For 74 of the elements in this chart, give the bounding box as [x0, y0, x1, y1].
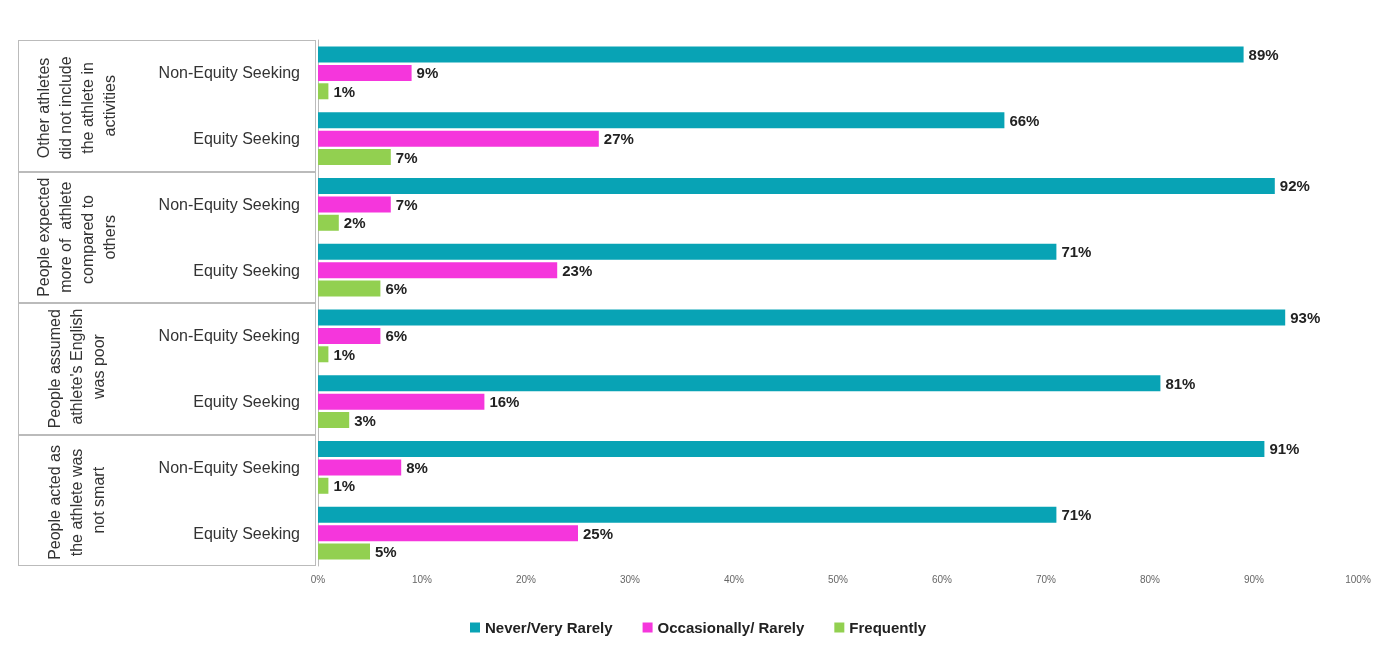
- x-tick-label: 70%: [1035, 573, 1057, 585]
- data-label: 3%: [354, 411, 376, 429]
- x-tick-label: 0%: [310, 573, 326, 585]
- data-label: 71%: [1061, 506, 1092, 524]
- data-label: 16%: [489, 393, 520, 411]
- legend-label: Frequently: [849, 619, 927, 636]
- bar: [318, 412, 350, 429]
- data-label: 6%: [385, 280, 408, 298]
- y-tick-label: Equity Seeking: [193, 261, 300, 279]
- bar: [318, 477, 329, 494]
- data-label: 81%: [1165, 374, 1196, 392]
- data-label: 8%: [406, 458, 428, 476]
- bar: [318, 243, 1057, 260]
- bar: [318, 64, 412, 81]
- y-tick-label: Equity Seeking: [193, 393, 300, 411]
- data-label: 9%: [416, 64, 439, 82]
- text: People expected more of athlete compared to others: [34, 177, 118, 298]
- text: Other athletes did not include the athlete in activities: [34, 51, 118, 160]
- bar: [318, 525, 578, 542]
- bar: [318, 459, 402, 476]
- data-label: 89%: [1248, 45, 1279, 63]
- bar: [318, 346, 329, 363]
- data-label: 1%: [333, 345, 356, 363]
- text: People acted as the athlete was not smart: [45, 440, 107, 560]
- x-tick-label: 20%: [515, 573, 537, 585]
- data-label: 1%: [333, 82, 356, 100]
- y-tick-label: Equity Seeking: [193, 130, 300, 148]
- bar: [318, 309, 1286, 326]
- bar: [318, 440, 1265, 457]
- legend-label: Occasionally/ Rarely: [657, 619, 805, 636]
- bar: [318, 280, 381, 297]
- y-tick-label: Non-Equity Seeking: [158, 195, 300, 213]
- bar: [318, 543, 370, 560]
- data-label: 7%: [395, 148, 418, 166]
- x-tick-label: 40%: [723, 573, 745, 585]
- legend-label: Never/Very Rarely: [484, 619, 614, 636]
- bar: [318, 177, 1275, 194]
- y-tick-label: Non-Equity Seeking: [158, 327, 300, 345]
- data-label: 92%: [1279, 177, 1310, 195]
- x-tick-label: 80%: [1139, 573, 1161, 585]
- bar: [318, 130, 599, 147]
- data-label: 7%: [395, 195, 418, 213]
- bar: [318, 149, 391, 166]
- x-tick-label: 100%: [1345, 573, 1371, 585]
- y-tick-label: Equity Seeking: [193, 524, 300, 542]
- bar: [318, 196, 391, 213]
- bar: [318, 112, 1005, 129]
- bar: [318, 46, 1244, 63]
- data-label: 5%: [375, 543, 397, 561]
- data-label: 1%: [333, 477, 356, 495]
- bar: [318, 214, 339, 231]
- bar: [318, 262, 558, 279]
- data-label: 66%: [1009, 111, 1040, 129]
- data-label: 91%: [1269, 440, 1300, 458]
- bar: [318, 83, 329, 100]
- y-tick-label: Non-Equity Seeking: [158, 458, 300, 476]
- data-label: 6%: [385, 327, 408, 345]
- bar: [318, 393, 485, 410]
- data-label: 23%: [562, 261, 593, 279]
- x-tick-label: 50%: [827, 573, 849, 585]
- x-tick-label: 60%: [931, 573, 953, 585]
- data-label: 71%: [1061, 243, 1092, 261]
- x-tick-label: 10%: [411, 573, 433, 585]
- x-tick-label: 90%: [1243, 573, 1265, 585]
- bar: [318, 506, 1057, 523]
- data-label: 93%: [1290, 308, 1321, 326]
- data-label: 25%: [583, 524, 614, 542]
- y-tick-label: Non-Equity Seeking: [158, 64, 300, 82]
- text: People assumed athlete's English was poor: [45, 308, 107, 429]
- bar: [318, 375, 1161, 392]
- data-label: 27%: [603, 130, 634, 148]
- x-tick-label: 30%: [619, 573, 641, 585]
- bar: [318, 327, 381, 344]
- data-label: 2%: [343, 214, 366, 232]
